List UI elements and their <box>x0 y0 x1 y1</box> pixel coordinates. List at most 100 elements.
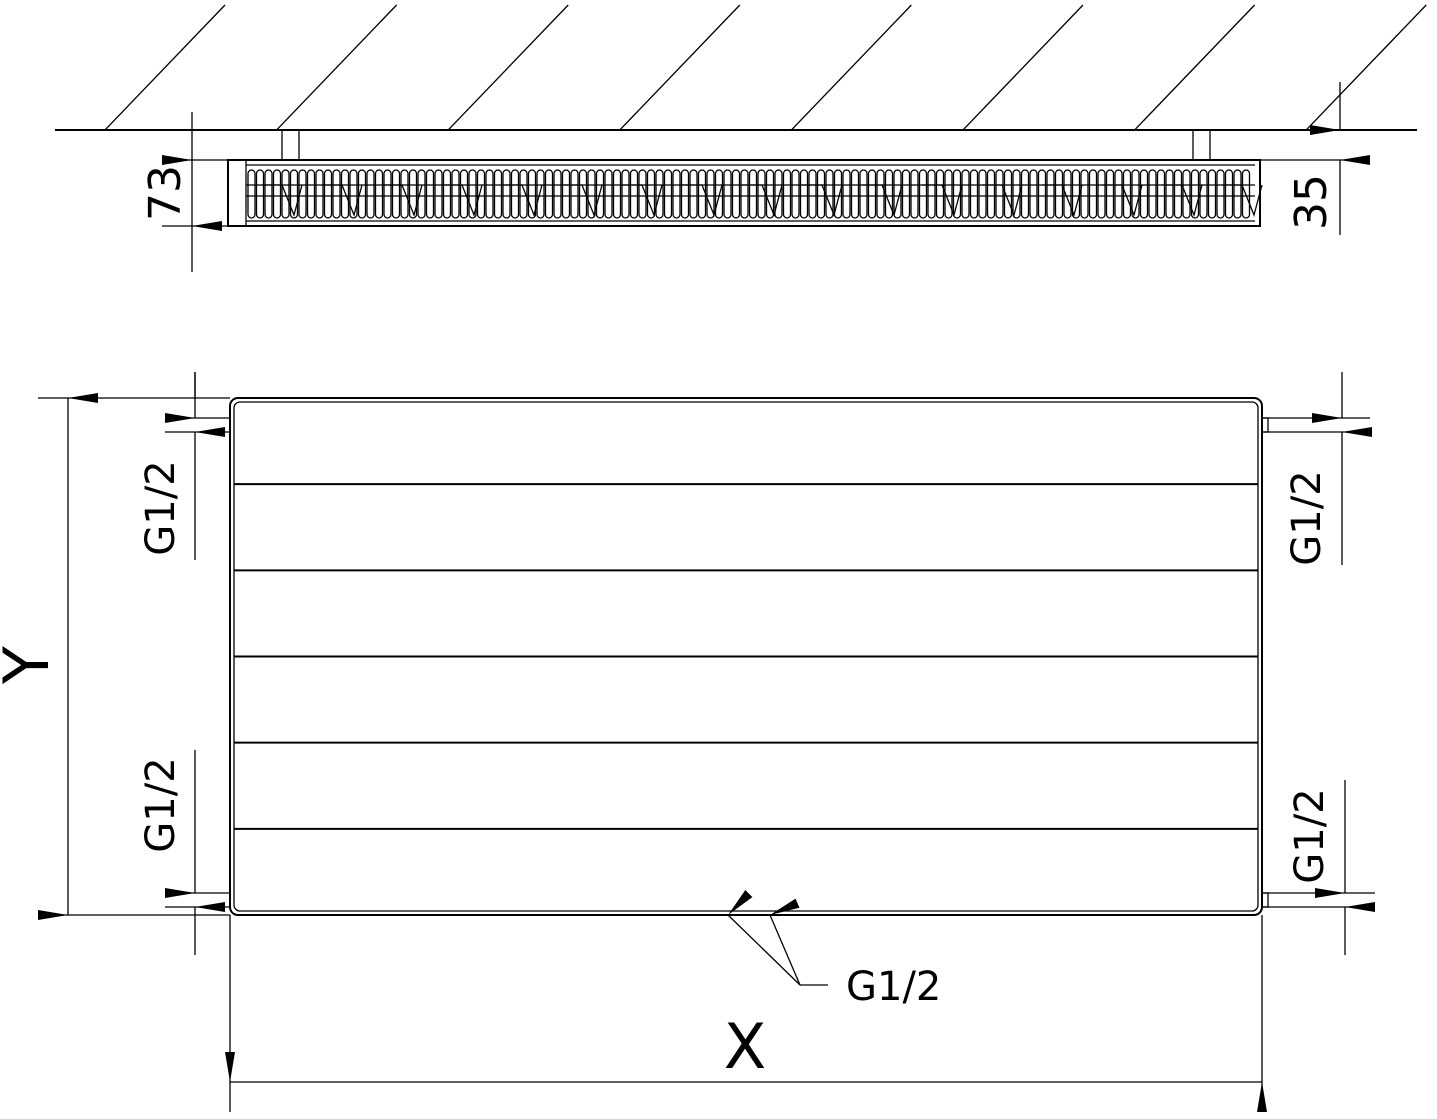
fin <box>570 169 579 219</box>
fin <box>1088 169 1098 219</box>
fin <box>935 169 945 219</box>
fin <box>867 169 877 219</box>
fin <box>306 169 316 219</box>
fin <box>561 169 571 219</box>
right-bottom-connection-label: G1/2 <box>1287 788 1333 883</box>
fin <box>408 169 418 219</box>
hatch-line <box>276 4 398 131</box>
fin <box>842 169 851 219</box>
fin-zigzag <box>1162 184 1203 218</box>
fin <box>952 169 962 219</box>
fin-zigzag <box>622 184 663 218</box>
panel-grooves <box>234 483 1258 830</box>
fin <box>986 169 996 219</box>
left-bottom-connection-label: G1/2 <box>138 757 184 852</box>
fin-zigzag <box>802 184 843 218</box>
fin <box>782 169 792 219</box>
fin <box>680 169 690 219</box>
radiator-panel <box>229 397 1263 916</box>
fin <box>349 169 358 219</box>
fin <box>731 169 741 219</box>
fin <box>451 169 460 219</box>
width-label: X <box>724 1010 766 1083</box>
hatch-line <box>619 4 741 131</box>
fin <box>281 169 290 219</box>
fin <box>1216 169 1225 219</box>
radiator-section <box>227 159 1263 227</box>
fin <box>621 169 630 219</box>
fin <box>485 169 494 219</box>
fin <box>927 169 936 219</box>
fin <box>247 169 256 219</box>
fin <box>663 169 673 219</box>
fin-zigzag <box>1042 184 1083 218</box>
fin <box>672 169 681 219</box>
fin <box>536 169 545 219</box>
fin <box>374 169 384 219</box>
fin <box>697 169 707 219</box>
fin <box>315 169 324 219</box>
fin <box>910 169 919 219</box>
dimension-left-top-connection: G1/2 <box>138 372 230 560</box>
top-view: 73 35 <box>55 4 1427 272</box>
fin <box>289 169 299 219</box>
fin <box>604 169 613 219</box>
dimension-left-bottom-connection: G1/2 <box>138 750 230 955</box>
dimension-width: X <box>225 915 1267 1112</box>
fin <box>1173 169 1183 219</box>
fin <box>774 169 783 219</box>
fin <box>1037 169 1047 219</box>
fin <box>510 169 520 219</box>
fin <box>1233 169 1242 219</box>
fin <box>918 169 928 219</box>
fin-zigzag <box>982 184 1023 218</box>
fin-zigzag <box>742 184 783 218</box>
fin <box>1165 169 1174 219</box>
fin <box>595 169 605 219</box>
bottom-connection-leader: G1/2 <box>727 890 941 1010</box>
fin <box>612 169 622 219</box>
fin <box>468 169 477 219</box>
fin-zigzag <box>682 184 723 218</box>
fin-zigzag <box>442 184 483 218</box>
fin <box>791 169 800 219</box>
wall-bracket-right <box>1192 130 1211 160</box>
hatch-line <box>104 4 226 131</box>
fin <box>417 169 426 219</box>
fin <box>1080 169 1089 219</box>
convector-fins <box>247 169 1263 219</box>
fin <box>859 169 868 219</box>
fin <box>383 169 392 219</box>
fin <box>1122 169 1132 219</box>
fin <box>1029 169 1038 219</box>
fin <box>1020 169 1030 219</box>
hatch-line <box>790 4 912 131</box>
fin <box>332 169 341 219</box>
fin <box>442 169 452 219</box>
fin <box>255 169 265 219</box>
hatch-line <box>1134 4 1256 131</box>
fin <box>587 169 596 219</box>
fin <box>1054 169 1064 219</box>
fin <box>1148 169 1157 219</box>
fin <box>544 169 554 219</box>
fin <box>553 169 562 219</box>
fin <box>434 169 443 219</box>
fin <box>502 169 511 219</box>
fin <box>850 169 860 219</box>
fin <box>1063 169 1072 219</box>
fin-zigzag <box>1222 184 1263 218</box>
fin <box>1190 169 1200 219</box>
fin-zigzag <box>382 184 423 218</box>
fin <box>1097 169 1106 219</box>
height-label: Y <box>0 646 63 685</box>
fin <box>578 169 588 219</box>
fin-zigzag <box>562 184 603 218</box>
fin <box>969 169 979 219</box>
fin <box>629 169 639 219</box>
fin <box>400 169 409 219</box>
fin <box>264 169 273 219</box>
fin <box>884 169 894 219</box>
fin <box>366 169 375 219</box>
